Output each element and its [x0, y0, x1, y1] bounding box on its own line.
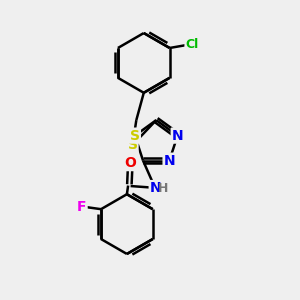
Text: Cl: Cl: [185, 38, 199, 51]
Text: O: O: [125, 156, 136, 170]
Text: H: H: [158, 182, 169, 194]
Text: S: S: [128, 138, 138, 152]
Text: N: N: [150, 181, 161, 195]
Text: N: N: [172, 129, 183, 142]
Text: F: F: [77, 200, 87, 214]
Text: N: N: [164, 154, 175, 168]
Text: S: S: [130, 129, 140, 142]
